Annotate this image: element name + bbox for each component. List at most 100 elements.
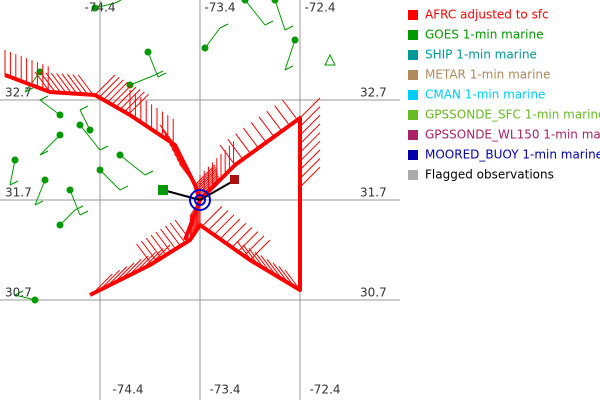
- legend-label: AFRC adjusted to sfc: [425, 8, 549, 22]
- track-hatch: [274, 105, 291, 126]
- lat-label-left: 30.7: [5, 286, 32, 300]
- legend: AFRC adjusted to sfc GOES 1-min marine SHI…: [408, 8, 600, 182]
- legend-label: MOORED_BUOY 1-min marine: [425, 148, 600, 162]
- track-hatch: [98, 77, 120, 98]
- barb-tick: [14, 290, 24, 296]
- track-hatch: [281, 99, 298, 121]
- track-hatch: [45, 72, 62, 94]
- track-hatch: [128, 93, 149, 115]
- track-hatch: [111, 84, 133, 105]
- barb-shaft: [39, 134, 61, 156]
- track-hatch: [219, 218, 241, 240]
- barb-tick: [284, 25, 294, 31]
- legend-label: Flagged observations: [425, 168, 554, 182]
- legend-swatch: [408, 170, 418, 180]
- track-hatch: [103, 79, 124, 101]
- barb-shaft: [204, 27, 221, 49]
- lon-label-bottom: -72.4: [309, 383, 340, 397]
- track-hatch: [197, 171, 218, 193]
- barb-tick: [74, 205, 84, 211]
- track-hatch: [164, 225, 181, 247]
- track-line: [183, 199, 202, 241]
- track-hatch: [115, 86, 137, 108]
- barb-shaft: [244, 0, 266, 26]
- track-hatch: [237, 231, 259, 252]
- station-square: [230, 175, 239, 184]
- track-hatch: [34, 71, 51, 93]
- lat-label-right: 31.7: [360, 186, 387, 200]
- legend-label: GOES 1-min marine: [425, 28, 543, 42]
- track-hatch: [231, 227, 253, 248]
- legend-label: GPSSONDE_WL150 1-min marine: [425, 128, 600, 142]
- barb-tick: [99, 145, 109, 151]
- barb-tick: [39, 95, 49, 101]
- barb-tick: [24, 87, 34, 93]
- barb-shaft: [79, 109, 91, 131]
- track-hatch: [201, 206, 223, 227]
- coordinate-labels: -74.4 -74.4 -73.4 -73.4 -72.4 -72.4 32.7 32.7 31…: [5, 1, 387, 397]
- track-hatch: [258, 116, 275, 138]
- buoy-ring: [194, 194, 206, 206]
- legend-swatch: [408, 10, 418, 20]
- track-hatch: [160, 228, 177, 250]
- flight-track: [4, 50, 321, 297]
- legend-swatch: [408, 150, 418, 160]
- barb-shaft: [69, 189, 81, 216]
- track-hatch: [219, 144, 236, 166]
- track-hatch: [194, 164, 216, 186]
- barb-tick: [34, 200, 44, 206]
- track-hatch: [77, 74, 94, 96]
- track-hatch: [235, 133, 252, 155]
- barb-shaft: [94, 2, 116, 9]
- track-hatch: [299, 106, 321, 127]
- legend-swatch: [408, 50, 418, 60]
- legend-swatch: [408, 90, 418, 100]
- legend-swatch: [408, 130, 418, 140]
- track-hatch: [61, 73, 78, 95]
- track-hatch: [72, 74, 89, 95]
- track-hatch: [227, 139, 244, 160]
- legend-swatch: [408, 70, 418, 80]
- track-hatch: [207, 210, 229, 231]
- track-hatch: [299, 140, 321, 162]
- buoy-ring: [189, 189, 211, 211]
- barb-tick: [9, 180, 19, 186]
- track-line: [4, 73, 302, 297]
- track-hatch: [299, 166, 321, 188]
- barb-shaft: [14, 294, 36, 301]
- barb-shaft: [59, 209, 76, 226]
- green-barbs: [9, 0, 336, 304]
- track-hatch: [56, 73, 72, 94]
- barb-tick: [264, 20, 274, 26]
- barb-tick: [157, 72, 167, 78]
- legend-swatch: [408, 30, 418, 40]
- track-hatch: [67, 73, 83, 95]
- barb-tick: [154, 70, 164, 76]
- lon-label-top: -74.4: [84, 1, 115, 15]
- track-hatch: [198, 177, 220, 198]
- barb-shaft: [284, 39, 296, 71]
- barb-tick: [144, 170, 154, 176]
- legend-label: SHIP 1-min marine: [425, 48, 537, 62]
- track-hatch: [266, 110, 283, 132]
- lat-label-right: 30.7: [360, 286, 387, 300]
- track-hatch: [299, 97, 321, 119]
- track-hatch: [299, 123, 321, 145]
- lon-label-top: -72.4: [304, 1, 335, 15]
- barb-shaft: [9, 159, 16, 186]
- track-hatch: [242, 127, 259, 149]
- track-hatch: [243, 235, 265, 257]
- track-hatch: [107, 81, 128, 103]
- barb-tick: [219, 23, 229, 29]
- lat-label-right: 32.7: [360, 86, 387, 100]
- barb-shaft: [129, 74, 156, 86]
- legend-swatch: [408, 110, 418, 120]
- wind-vector: [199, 179, 236, 201]
- track-hatch: [249, 239, 271, 261]
- barb-tick: [79, 210, 89, 216]
- track-hatch: [213, 214, 235, 236]
- buoy-marker: [158, 175, 239, 211]
- barb-shaft: [119, 154, 146, 176]
- track-hatch: [299, 132, 321, 153]
